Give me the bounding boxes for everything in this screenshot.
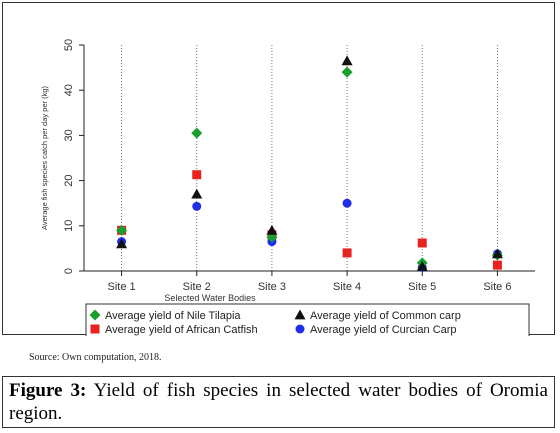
x-axis-title: Selected Water Bodies <box>164 293 256 303</box>
scatter-chart: 0 10 20 30 40 50 Site 1 Site 2 Site 3 Site 4 Site … <box>40 39 535 336</box>
legend-label: Average yield of Nile Tilapia <box>105 310 241 322</box>
data-point-diamond <box>191 127 203 139</box>
data-point-square <box>492 260 502 270</box>
x-tick-label: Site 5 <box>408 281 436 293</box>
data-point-circle <box>192 201 202 211</box>
data-point-circle <box>342 198 352 208</box>
y-tick-label: 10 <box>63 220 75 232</box>
y-axis-title: Average fish species catch per day per (… <box>40 85 49 230</box>
x-tick-label: Site 6 <box>483 281 511 293</box>
legend-box <box>85 303 530 336</box>
figure-label: Figure 3: <box>9 380 87 401</box>
x-tick-label: Site 1 <box>108 281 136 293</box>
legend-marker-circle <box>295 324 305 334</box>
y-tick-label: 0 <box>63 268 75 274</box>
data-point-diamond <box>116 224 128 236</box>
chart-frame: 0 10 20 30 40 50 Site 1 Site 2 Site 3 Site 4 Site … <box>2 2 555 336</box>
legend-label: Average yield of Curcian Carp <box>310 324 457 336</box>
y-tick-label: 40 <box>63 84 75 96</box>
legend-marker-square <box>90 324 100 334</box>
data-point-triangle <box>116 238 128 249</box>
legend-marker-triangle <box>294 309 306 320</box>
figure-caption-text: Yield of fish species in selected water … <box>9 380 548 424</box>
source-note: Source: Own computation, 2018. <box>29 352 162 363</box>
y-tick-label: 20 <box>63 174 75 186</box>
data-point-triangle <box>266 224 278 235</box>
legend-label: Average yield of African Catfish <box>105 324 258 336</box>
legend-label: Average yield of Common carp <box>310 310 461 322</box>
data-point-square <box>417 238 427 248</box>
x-tick-label: Site 3 <box>258 281 286 293</box>
y-tick-label: 30 <box>63 129 75 141</box>
figure-caption: Figure 3: Yield of fish species in selec… <box>2 376 555 428</box>
x-tick-label: Site 2 <box>183 281 211 293</box>
data-point-triangle <box>341 55 353 66</box>
data-point-diamond <box>341 66 353 78</box>
data-point-triangle <box>191 188 203 199</box>
data-point-triangle <box>491 248 503 259</box>
data-point-triangle <box>416 260 428 271</box>
x-tick-label: Site 4 <box>333 281 361 293</box>
data-point-square <box>192 170 202 180</box>
y-tick-label: 50 <box>63 39 75 51</box>
data-point-square <box>342 248 352 258</box>
legend-marker-diamond <box>89 309 101 321</box>
